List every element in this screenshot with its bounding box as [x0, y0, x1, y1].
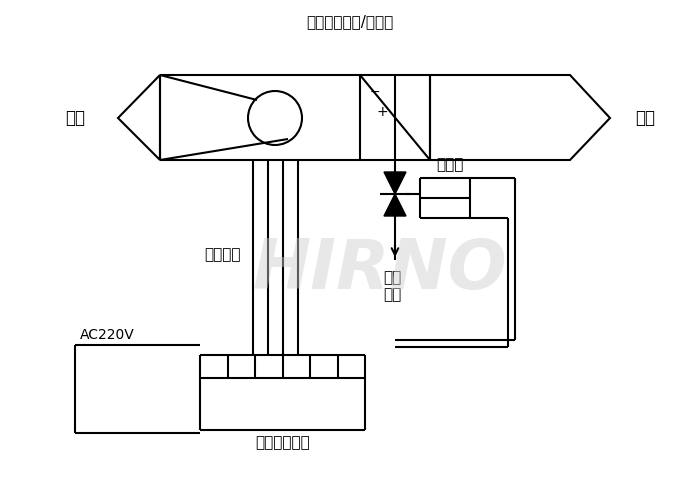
Text: HIRNO: HIRNO	[253, 237, 508, 304]
Text: 火阀低中高零: 火阀低中高零	[255, 435, 310, 450]
Text: −: −	[370, 86, 380, 98]
Text: AC220V: AC220V	[80, 328, 134, 342]
Polygon shape	[384, 172, 406, 194]
Text: 电动阀: 电动阀	[436, 157, 463, 173]
Polygon shape	[384, 194, 406, 216]
Text: 供回: 供回	[383, 271, 401, 285]
Text: （二管制冷热/合用）: （二管制冷热/合用）	[307, 14, 393, 30]
Text: 水水: 水水	[383, 287, 401, 303]
Text: 送风: 送风	[635, 109, 655, 127]
Text: 低中高零: 低中高零	[204, 248, 241, 262]
Text: +: +	[376, 105, 388, 119]
Text: 回风: 回风	[65, 109, 85, 127]
